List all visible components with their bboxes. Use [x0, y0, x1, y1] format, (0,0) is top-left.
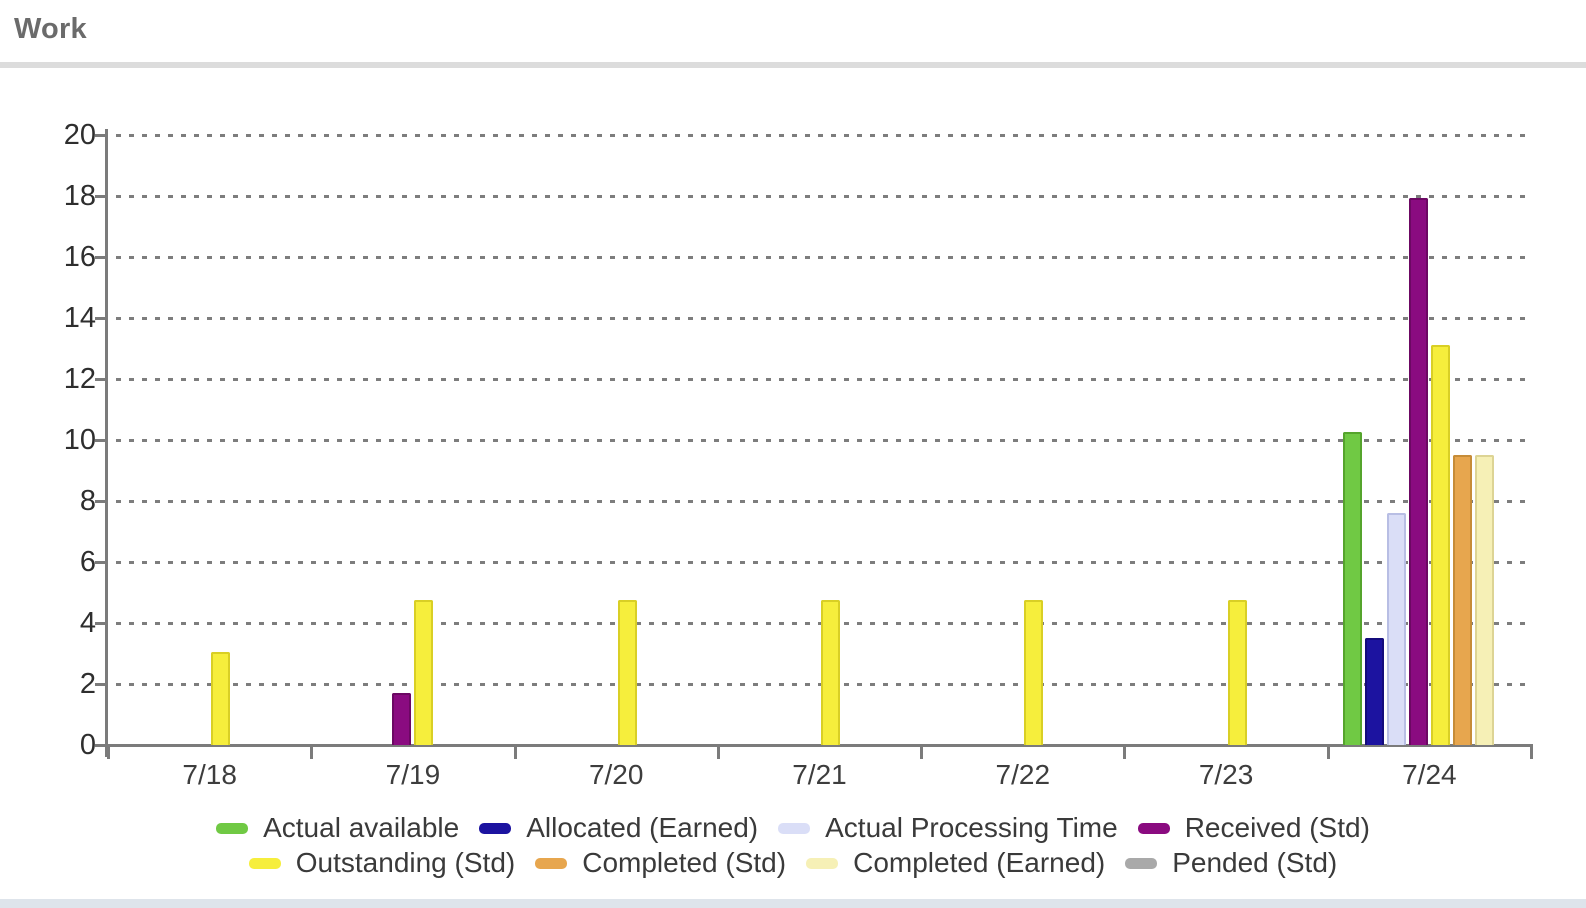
gridline — [116, 256, 1533, 259]
y-axis-label: 14 — [63, 302, 96, 334]
legend-label: Received (Std) — [1184, 812, 1370, 843]
bar-completed-earned — [1474, 455, 1494, 745]
x-axis-line — [105, 744, 1533, 747]
legend-item-allocated-earned[interactable]: Allocated (Earned) — [479, 812, 758, 844]
y-axis-label: 18 — [63, 180, 96, 212]
legend-label: Pended (Std) — [1172, 847, 1338, 878]
x-axis-label: 7/18 — [182, 759, 237, 790]
y-axis-tick — [95, 500, 108, 503]
gridline — [116, 439, 1533, 442]
y-axis-tick — [95, 256, 108, 259]
bar-completed-std — [1452, 455, 1472, 745]
y-axis-tick — [95, 744, 108, 747]
legend-label: Completed (Std) — [582, 847, 787, 878]
bar-actual-processing-time — [1386, 513, 1406, 745]
x-axis-tick — [920, 746, 924, 759]
y-axis-tick — [95, 317, 108, 320]
bar-outstanding-std — [821, 600, 840, 745]
gridline — [116, 561, 1533, 564]
y-axis-tick — [95, 439, 108, 442]
legend-swatch-received-std — [1137, 822, 1170, 834]
legend-row: Outstanding (Std) Completed (Std) Complete… — [0, 847, 1586, 879]
gridline — [116, 134, 1533, 137]
bar-outstanding-std — [617, 600, 637, 745]
bar-actual-available — [1342, 432, 1362, 745]
legend-item-pended-std[interactable]: Pended (Std) — [1125, 847, 1337, 879]
legend-swatch-pended-std — [1125, 857, 1158, 869]
gridline — [116, 378, 1533, 381]
y-axis-tick — [95, 195, 108, 198]
x-axis-tick — [716, 746, 720, 759]
legend-item-completed-std[interactable]: Completed (Std) — [535, 847, 786, 879]
x-axis-label: 7/23 — [1198, 759, 1254, 790]
legend-row: Actual available Allocated (Earned) Actual… — [0, 812, 1586, 844]
bar-outstanding-std — [1430, 345, 1450, 745]
x-axis-tick — [107, 746, 110, 759]
y-axis-label: 0 — [79, 729, 96, 761]
legend-item-outstanding-std[interactable]: Outstanding (Std) — [248, 847, 516, 879]
legend-label: Allocated (Earned) — [526, 812, 759, 843]
y-axis-label: 20 — [63, 119, 96, 151]
y-axis-label: 12 — [63, 363, 96, 395]
y-axis-tick — [95, 378, 108, 381]
bar-outstanding-std — [1227, 600, 1247, 745]
y-axis-tick — [95, 622, 108, 625]
y-axis-tick — [95, 561, 108, 564]
bar-outstanding-std — [211, 651, 231, 745]
y-axis-tick — [95, 134, 108, 137]
legend-label: Completed (Earned) — [853, 847, 1106, 878]
x-axis-tick — [310, 746, 314, 759]
work-bar-chart: 0 2 4 6 8 10 12 14 16 18 20 7/18 7/19 7/20 7/21 7/22 7/2… — [0, 70, 1586, 810]
title-divider — [0, 62, 1586, 68]
bar-received-std — [392, 693, 412, 745]
legend-item-completed-earned[interactable]: Completed (Earned) — [806, 847, 1105, 879]
x-axis-label: 7/22 — [995, 759, 1051, 790]
bottom-panel-edge — [0, 899, 1586, 908]
gridline — [116, 195, 1533, 198]
y-axis-label: 8 — [79, 485, 96, 517]
legend-item-received-std[interactable]: Received (Std) — [1137, 812, 1370, 844]
x-axis-label: 7/20 — [588, 759, 644, 790]
legend-item-actual-available[interactable]: Actual available — [216, 812, 459, 844]
y-axis-line — [105, 129, 108, 757]
gridline — [116, 500, 1533, 503]
x-axis-label: 7/24 — [1402, 759, 1457, 790]
x-axis-label: 7/21 — [792, 759, 847, 790]
x-axis-tick — [1123, 746, 1127, 759]
x-axis-tick — [1530, 746, 1533, 759]
page-title: Work — [14, 13, 87, 45]
legend-swatch-actual-available — [216, 822, 249, 834]
y-axis-label: 10 — [63, 424, 96, 456]
y-axis-label: 4 — [79, 607, 96, 639]
legend-label: Actual available — [263, 812, 460, 843]
x-axis-tick — [1326, 746, 1330, 759]
y-axis-label: 16 — [63, 241, 96, 273]
x-axis-tick — [513, 746, 517, 759]
x-axis-label: 7/19 — [385, 759, 441, 790]
y-axis-label: 6 — [79, 546, 96, 578]
y-axis-tick — [95, 683, 108, 686]
y-axis-label: 2 — [79, 668, 96, 700]
chart-legend: Actual available Allocated (Earned) Actual… — [0, 812, 1586, 879]
legend-swatch-completed-earned — [806, 857, 839, 869]
gridline — [116, 317, 1533, 320]
legend-swatch-allocated-earned — [479, 822, 512, 834]
legend-label: Outstanding (Std) — [295, 847, 516, 878]
legend-swatch-completed-std — [535, 857, 568, 869]
bar-outstanding-std — [414, 600, 434, 745]
bar-received-std — [1408, 197, 1428, 745]
legend-swatch-outstanding-std — [248, 857, 281, 869]
legend-label: Actual Processing Time — [825, 812, 1118, 843]
bar-allocated-earned — [1364, 638, 1384, 745]
legend-swatch-actual-processing-time — [778, 822, 811, 834]
legend-item-actual-processing-time[interactable]: Actual Processing Time — [778, 812, 1118, 844]
bar-outstanding-std — [1024, 600, 1044, 745]
